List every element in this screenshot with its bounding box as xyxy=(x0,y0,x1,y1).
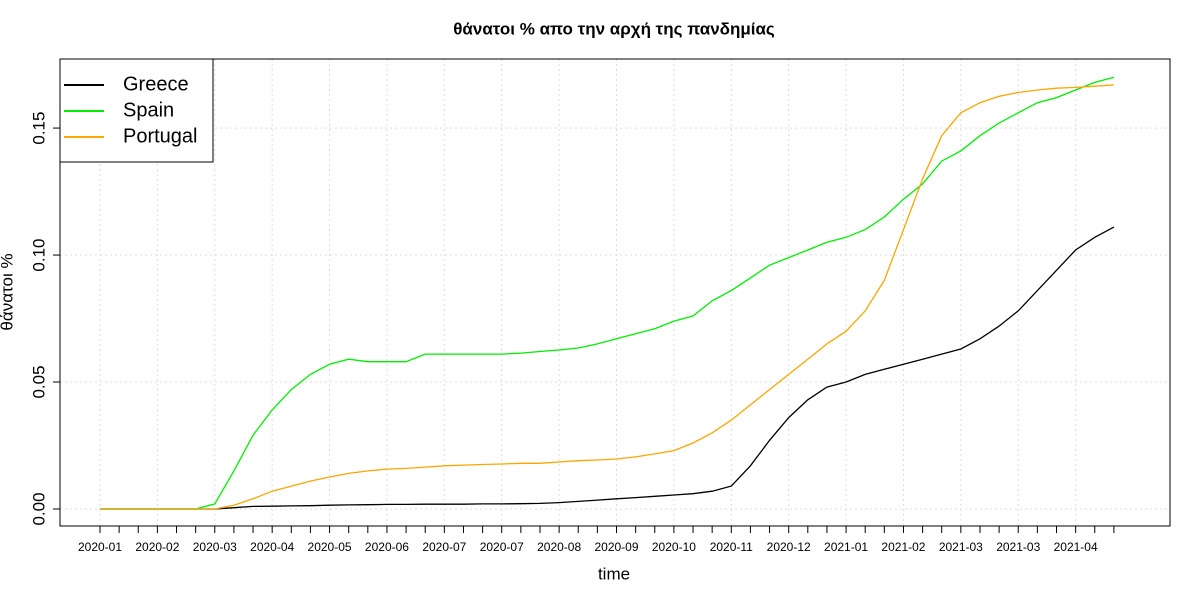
series-line xyxy=(100,76,1115,510)
series-line xyxy=(100,226,1115,510)
x-tick-label: 2020-07 xyxy=(480,540,524,554)
legend-label: Spain xyxy=(123,99,174,121)
x-tick-label: 2020-05 xyxy=(308,540,352,554)
x-tick-label: 2020-08 xyxy=(537,540,581,554)
y-tick-label: 0.15 xyxy=(29,112,48,145)
series-line xyxy=(100,84,1114,510)
x-tick-label: 2020-06 xyxy=(365,540,409,554)
x-tick-label: 2020-12 xyxy=(767,540,811,554)
y-tick-label: 0.00 xyxy=(29,492,48,525)
x-tick-label: 2021-03 xyxy=(996,540,1040,554)
x-axis-label: time xyxy=(598,564,630,583)
legend: Greece Spain Portugal xyxy=(59,58,214,163)
y-tick-label: 0.05 xyxy=(29,365,48,398)
grid xyxy=(60,59,1170,526)
x-tick-label: 2020-03 xyxy=(193,540,237,554)
y-axis-label: θάνατοι % xyxy=(0,253,16,330)
x-tick-label: 2020-07 xyxy=(422,540,466,554)
x-tick-label: 2020-09 xyxy=(594,540,638,554)
x-tick-label: 2020-11 xyxy=(710,540,753,554)
x-tick-label: 2020-10 xyxy=(652,540,696,554)
legend-label: Portugal xyxy=(123,125,198,147)
plot-frame xyxy=(59,58,1171,527)
y-tick-label: 0.10 xyxy=(29,238,48,271)
x-tick-label: 2020-02 xyxy=(135,540,179,554)
x-tick-label: 2020-04 xyxy=(250,540,294,554)
x-tick-label: 2020-01 xyxy=(78,540,122,554)
x-tick-label: 2021-04 xyxy=(1054,540,1098,554)
x-tick-label: 2021-02 xyxy=(881,540,925,554)
x-tick-label: 2021-01 xyxy=(824,540,868,554)
lines xyxy=(100,76,1115,510)
x-tick-label: 2021-03 xyxy=(939,540,983,554)
legend-label: Greece xyxy=(123,73,189,95)
chart-title: θάνατοι % απο την αρχή της πανδημίας xyxy=(453,19,775,38)
